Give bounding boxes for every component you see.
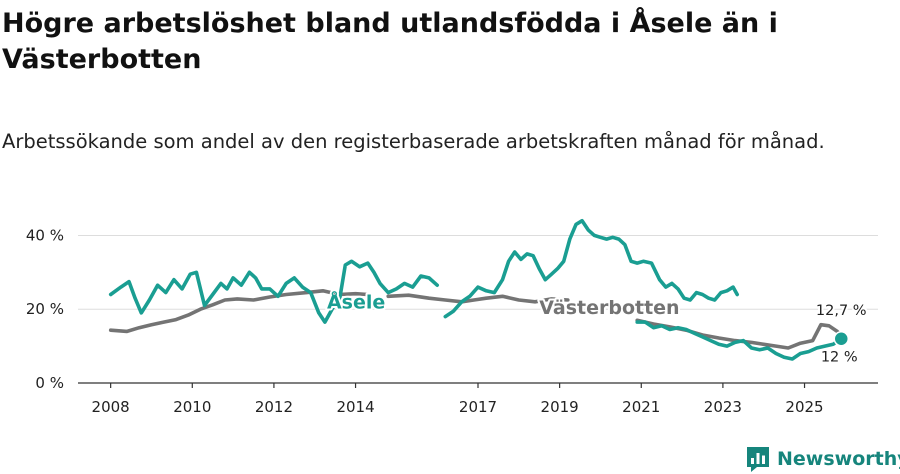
newsworthy-logo: Newsworthy bbox=[745, 444, 900, 474]
newsworthy-bar-chart-icon bbox=[747, 447, 769, 472]
asele-series-label-halo: Åsele bbox=[327, 290, 385, 314]
x-tick-label: 2014 bbox=[336, 398, 374, 416]
x-tick-label: 2023 bbox=[704, 398, 742, 416]
x-axis: 2008 2010 2012 2014 2017 2019 2021 2023 2025 bbox=[78, 382, 878, 416]
y-tick-label: 20 % bbox=[26, 300, 64, 318]
asele-line bbox=[635, 320, 844, 361]
y-tick-label: 40 % bbox=[26, 226, 64, 244]
y-tick-label: 0 % bbox=[35, 374, 64, 392]
x-tick-label: 2019 bbox=[541, 398, 579, 416]
chart-subtitle: Arbetssökande som andel av den registerb… bbox=[2, 130, 825, 153]
asele-series-label: Åsele bbox=[327, 290, 385, 314]
vasterbotten-line bbox=[108, 289, 370, 334]
x-tick-label: 2008 bbox=[92, 398, 130, 416]
vasterbotten-series-label-halo: Västerbotten bbox=[539, 297, 679, 319]
asele-end-marker bbox=[833, 330, 850, 347]
x-tick-label: 2012 bbox=[255, 398, 293, 416]
asele-end-value: 12 % bbox=[821, 350, 858, 366]
vasterbotten-series-label: Västerbotten bbox=[539, 297, 679, 319]
series-lines bbox=[108, 218, 850, 361]
vasterbotten-end-value: 12,7 % bbox=[816, 303, 867, 319]
brand-name: Newsworthy bbox=[777, 448, 900, 470]
vasterbotten-end-value-halo: 12,7 % bbox=[816, 303, 867, 319]
asele-line bbox=[443, 218, 739, 319]
asele-end-value-halo: 12 % bbox=[821, 350, 858, 366]
x-tick-label: 2017 bbox=[459, 398, 497, 416]
y-axis-ticks: 0 % 20 % 40 % bbox=[26, 226, 64, 392]
vasterbotten-line bbox=[635, 318, 844, 350]
x-tick-label: 2021 bbox=[622, 398, 660, 416]
x-tick-label: 2010 bbox=[173, 398, 211, 416]
asele-line bbox=[108, 259, 439, 324]
vasterbotten-line bbox=[386, 293, 570, 304]
chart-title: Högre arbetslöshet bland utlandsfödda i … bbox=[2, 8, 778, 75]
gridlines bbox=[78, 234, 878, 310]
x-tick-label: 2025 bbox=[785, 398, 823, 416]
